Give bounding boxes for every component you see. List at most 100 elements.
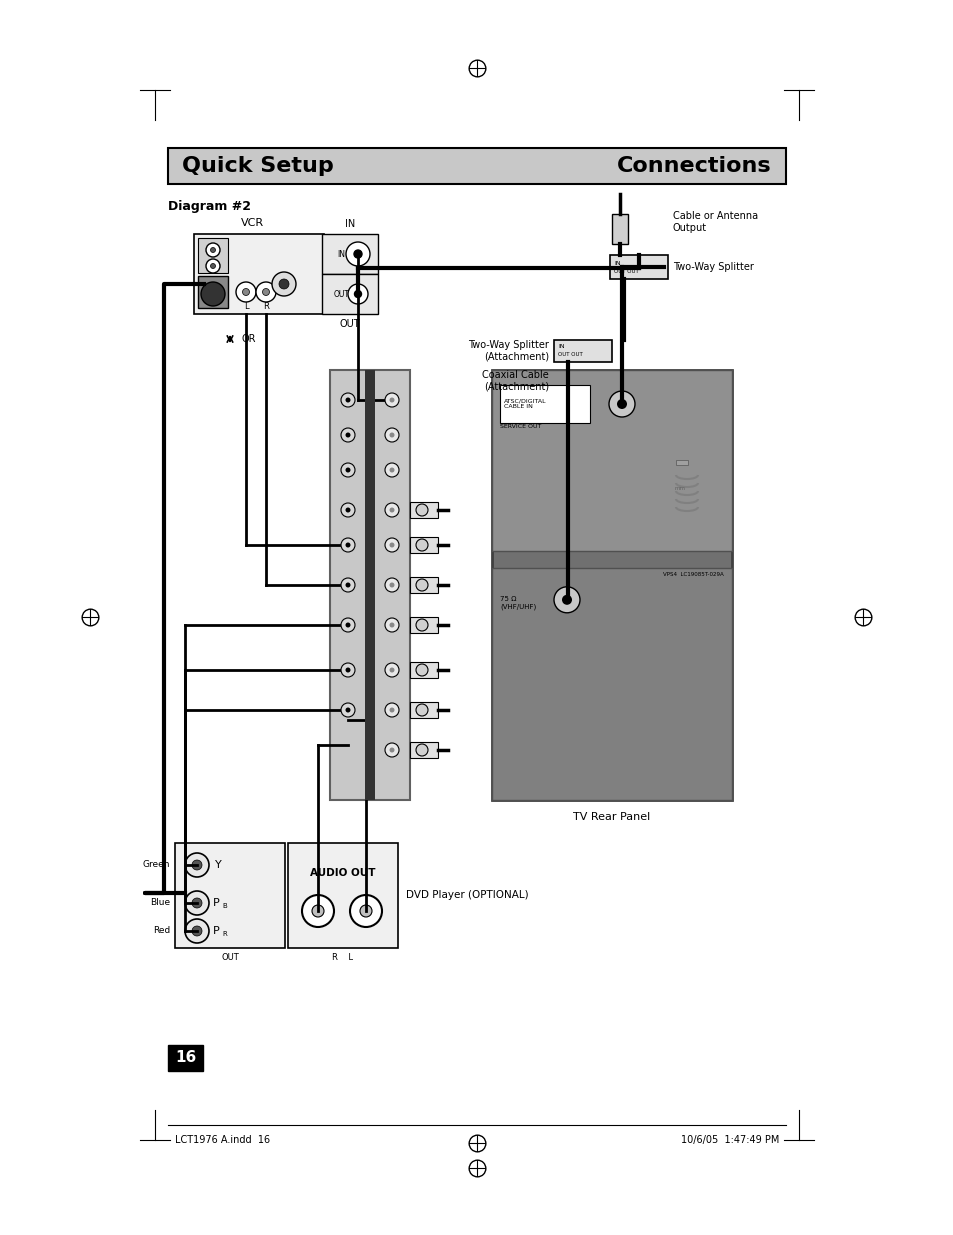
FancyBboxPatch shape <box>492 568 731 800</box>
FancyBboxPatch shape <box>193 233 324 314</box>
Text: Y: Y <box>214 860 221 869</box>
Text: VCR: VCR <box>241 219 264 228</box>
Circle shape <box>211 263 215 268</box>
Circle shape <box>302 895 334 927</box>
Text: SERVICE OUT: SERVICE OUT <box>499 424 540 429</box>
Text: DVD Player (OPTIONAL): DVD Player (OPTIONAL) <box>406 890 528 900</box>
Circle shape <box>389 708 395 713</box>
Circle shape <box>345 708 350 713</box>
FancyBboxPatch shape <box>330 370 410 800</box>
FancyBboxPatch shape <box>322 233 377 274</box>
Circle shape <box>389 622 395 627</box>
Circle shape <box>608 391 635 417</box>
Circle shape <box>192 898 202 908</box>
Text: Two-Way Splitter
(Attachment): Two-Way Splitter (Attachment) <box>468 340 548 362</box>
Circle shape <box>385 663 398 677</box>
Circle shape <box>389 667 395 673</box>
FancyBboxPatch shape <box>410 662 437 678</box>
Circle shape <box>359 905 372 918</box>
Circle shape <box>385 538 398 552</box>
Circle shape <box>348 284 368 304</box>
Text: Red: Red <box>152 926 170 935</box>
Circle shape <box>385 429 398 442</box>
Text: OUT: OUT <box>339 319 360 329</box>
Circle shape <box>385 503 398 517</box>
FancyBboxPatch shape <box>410 537 437 553</box>
Text: P: P <box>213 926 219 936</box>
Circle shape <box>617 399 626 409</box>
Text: IN: IN <box>558 345 564 350</box>
Circle shape <box>385 618 398 632</box>
Text: Cable or Antenna
Output: Cable or Antenna Output <box>672 211 758 233</box>
Circle shape <box>345 542 350 547</box>
Circle shape <box>345 508 350 513</box>
Circle shape <box>235 282 255 303</box>
Text: OUT OUT: OUT OUT <box>614 268 639 273</box>
Circle shape <box>345 583 350 588</box>
Text: OR: OR <box>242 333 256 345</box>
Circle shape <box>312 905 324 918</box>
Circle shape <box>385 393 398 408</box>
Circle shape <box>389 542 395 547</box>
Circle shape <box>416 704 428 716</box>
Text: B: B <box>222 903 227 909</box>
Circle shape <box>340 463 355 477</box>
FancyBboxPatch shape <box>410 701 437 718</box>
Text: Connections: Connections <box>617 156 771 177</box>
FancyBboxPatch shape <box>612 214 627 245</box>
Text: AUDIO OUT: AUDIO OUT <box>310 868 375 878</box>
Circle shape <box>185 890 209 915</box>
Circle shape <box>340 393 355 408</box>
Circle shape <box>340 663 355 677</box>
FancyBboxPatch shape <box>174 844 285 948</box>
Circle shape <box>345 432 350 437</box>
Circle shape <box>389 508 395 513</box>
Circle shape <box>416 743 428 756</box>
Text: Blue: Blue <box>150 899 170 908</box>
Circle shape <box>416 579 428 592</box>
Text: Diagram #2: Diagram #2 <box>168 200 251 212</box>
Circle shape <box>185 853 209 877</box>
Text: 16: 16 <box>174 1051 196 1066</box>
FancyBboxPatch shape <box>676 459 687 466</box>
Text: Green: Green <box>142 861 170 869</box>
Circle shape <box>340 618 355 632</box>
Circle shape <box>192 926 202 936</box>
Circle shape <box>185 919 209 944</box>
Circle shape <box>385 463 398 477</box>
Text: OUT: OUT <box>334 289 349 299</box>
Circle shape <box>242 289 250 295</box>
FancyBboxPatch shape <box>492 370 731 800</box>
Text: P: P <box>213 898 219 908</box>
Circle shape <box>385 743 398 757</box>
FancyBboxPatch shape <box>410 501 437 517</box>
Text: 75 Ω
(VHF/UHF): 75 Ω (VHF/UHF) <box>499 597 536 610</box>
FancyBboxPatch shape <box>168 148 785 184</box>
Circle shape <box>416 538 428 551</box>
FancyBboxPatch shape <box>198 238 228 273</box>
Circle shape <box>192 860 202 869</box>
Text: 10/6/05  1:47:49 PM: 10/6/05 1:47:49 PM <box>679 1135 779 1145</box>
Text: OUT OUT: OUT OUT <box>558 352 582 357</box>
FancyBboxPatch shape <box>492 370 731 551</box>
Text: L: L <box>243 301 248 310</box>
Text: ATSC/DIGITAL
CABLE IN: ATSC/DIGITAL CABLE IN <box>503 399 546 409</box>
FancyBboxPatch shape <box>168 1045 203 1071</box>
Text: TV Rear Panel: TV Rear Panel <box>573 811 650 823</box>
FancyBboxPatch shape <box>288 844 397 948</box>
Circle shape <box>272 272 295 296</box>
Text: Two-Way Splitter: Two-Way Splitter <box>672 262 753 272</box>
Circle shape <box>201 282 225 306</box>
Circle shape <box>262 289 269 295</box>
FancyBboxPatch shape <box>554 340 612 362</box>
Circle shape <box>345 667 350 673</box>
Text: mm: mm <box>674 487 685 492</box>
FancyBboxPatch shape <box>609 254 667 279</box>
FancyBboxPatch shape <box>198 275 228 308</box>
Circle shape <box>416 504 428 516</box>
Text: Coaxial Cable
(Attachment): Coaxial Cable (Attachment) <box>482 370 548 391</box>
Circle shape <box>340 429 355 442</box>
Circle shape <box>345 622 350 627</box>
Text: R: R <box>263 301 269 310</box>
Circle shape <box>340 578 355 592</box>
